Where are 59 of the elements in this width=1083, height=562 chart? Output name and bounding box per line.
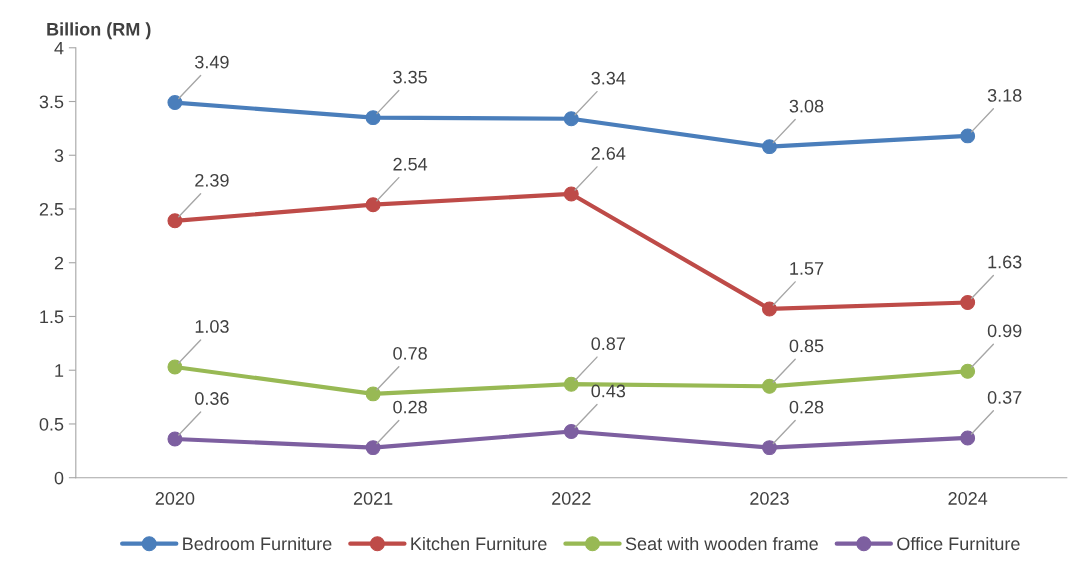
legend-label: Kitchen Furniture xyxy=(411,536,547,551)
point xyxy=(960,363,976,379)
data-label: 0.85 xyxy=(789,339,824,353)
y-tick-label: 4 xyxy=(54,41,64,55)
data-label: 3.34 xyxy=(591,71,626,85)
point xyxy=(960,295,976,310)
data-label: 1.57 xyxy=(790,262,824,275)
y-tick-label: 1 xyxy=(55,364,64,377)
y-tick-label: 0.5 xyxy=(39,417,64,431)
y-tick-label: 0 xyxy=(54,471,64,485)
data-label: 0.36 xyxy=(195,392,229,405)
x-tick-label: 2024 xyxy=(948,492,988,505)
point xyxy=(762,378,777,394)
point xyxy=(960,128,976,144)
x-tick-label: 2020 xyxy=(155,492,195,505)
y-tick-label: 3.5 xyxy=(39,95,64,109)
point xyxy=(563,186,579,202)
x-tick-label: 2022 xyxy=(552,492,591,505)
point xyxy=(762,139,777,155)
data-label: 3.18 xyxy=(987,89,1022,102)
point xyxy=(167,359,183,375)
legend-label: Seat with wooden frame xyxy=(625,536,818,551)
data-label: 0.37 xyxy=(987,391,1022,404)
x-tick-label: 2021 xyxy=(353,492,393,505)
point xyxy=(365,110,381,126)
y-tick-label: 3 xyxy=(54,149,64,162)
point xyxy=(563,376,579,392)
data-label: 0.43 xyxy=(591,384,626,398)
data-label: 0.78 xyxy=(393,346,427,360)
data-label: 2.64 xyxy=(591,147,626,160)
point xyxy=(167,431,183,447)
point xyxy=(762,301,777,317)
legend-label: Bedroom Furniture xyxy=(183,536,332,551)
point xyxy=(365,440,381,456)
point xyxy=(563,424,579,439)
data-label: 1.03 xyxy=(195,320,229,333)
y-tick-label: 1.5 xyxy=(40,310,64,324)
data-label: 3.35 xyxy=(393,70,427,84)
data-label: 0.28 xyxy=(789,400,824,414)
y-tick-label: 2 xyxy=(54,256,64,270)
data-label: 2.54 xyxy=(393,157,428,171)
point xyxy=(167,95,183,111)
point xyxy=(563,111,579,127)
data-label: 0.87 xyxy=(591,337,625,351)
point xyxy=(762,440,777,456)
point xyxy=(960,430,976,446)
data-label: 0.28 xyxy=(393,400,427,414)
data-label: 3.08 xyxy=(789,99,824,113)
data-label: 0.99 xyxy=(987,324,1022,338)
y-tick-label: 2.5 xyxy=(39,202,64,216)
legend-label: Office Furniture xyxy=(897,536,1020,551)
point xyxy=(365,386,381,402)
point xyxy=(167,213,183,229)
x-tick-label: 2023 xyxy=(750,492,789,505)
data-label: 1.63 xyxy=(988,255,1022,269)
data-label: 2.39 xyxy=(195,173,229,187)
y-axis-title: Billion (RM ) xyxy=(47,22,151,40)
point xyxy=(365,197,381,213)
data-label: 3.49 xyxy=(195,55,229,69)
